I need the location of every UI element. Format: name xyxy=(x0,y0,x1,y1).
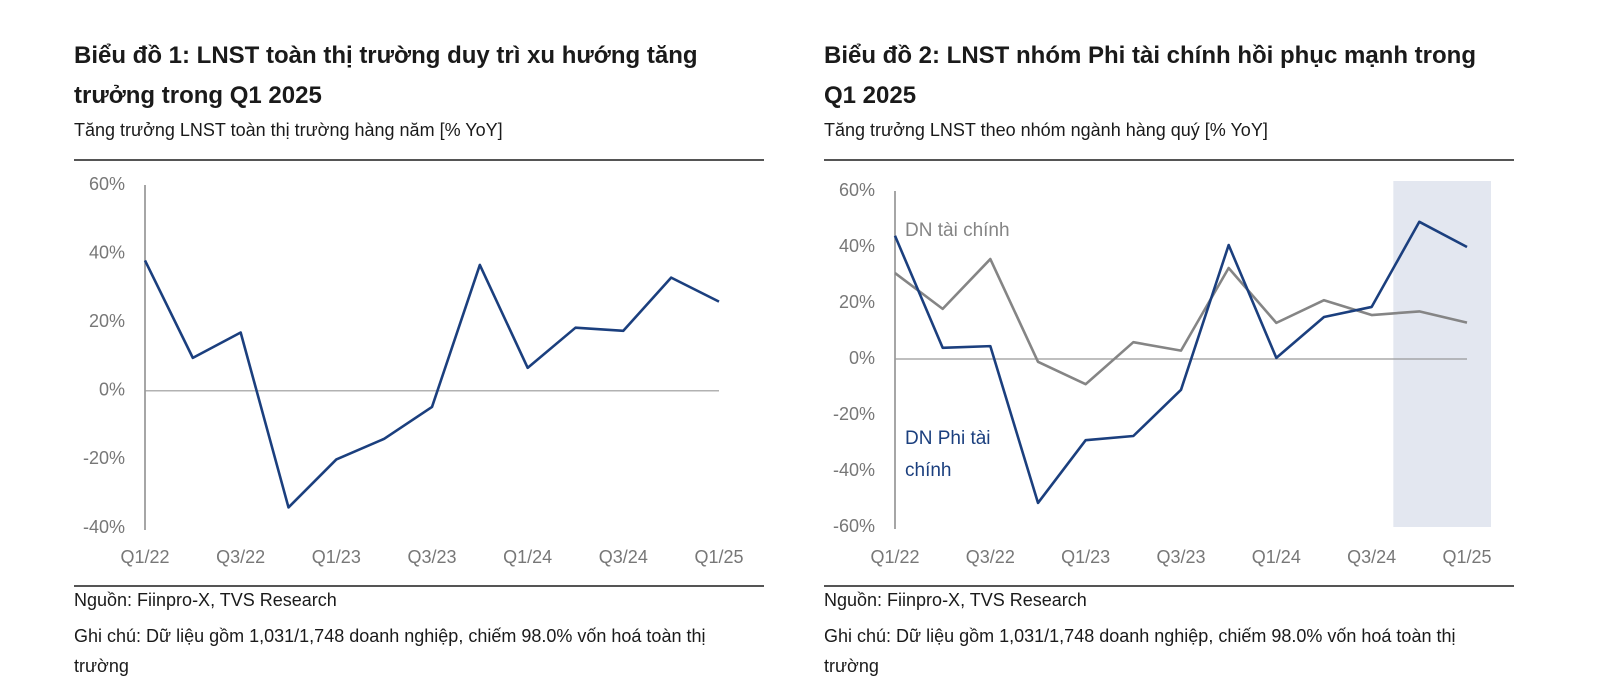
y-tick-label: 60% xyxy=(839,180,875,200)
chart-subtitle: Tăng trưởng LNST theo nhóm ngành hàng qu… xyxy=(824,120,1268,140)
y-tick-label: -20% xyxy=(833,404,875,424)
y-tick-label: 40% xyxy=(89,242,125,262)
rule xyxy=(824,159,1514,161)
note: Ghi chú: Dữ liệu gồm 1,031/1,748 doanh n… xyxy=(74,626,706,676)
series-line xyxy=(893,220,1468,505)
x-tick-label: Q1/22 xyxy=(120,547,169,567)
y-tick-label: -20% xyxy=(83,448,125,468)
chart-subtitle: Tăng trưởng LNST toàn thị trường hàng nă… xyxy=(74,120,503,140)
y-tick-label: -60% xyxy=(833,516,875,536)
x-tick-label: Q1/22 xyxy=(870,547,919,567)
y-tick-label: 0% xyxy=(849,348,875,368)
rule xyxy=(824,585,1514,587)
x-tick-label: Q3/23 xyxy=(1156,547,1205,567)
y-tick-label: 40% xyxy=(839,236,875,256)
y-tick-label: 60% xyxy=(89,174,125,194)
chart: -40% -20% 0% 20% 40% 60% Q1/22 Q3/22 Q1/23 Q3/23 Q… xyxy=(83,174,744,567)
rule xyxy=(74,159,764,161)
x-tick-label: Q1/25 xyxy=(694,547,743,567)
series-line xyxy=(143,259,720,509)
x-tick-label: Q1/24 xyxy=(503,547,552,567)
y-tick-label: 20% xyxy=(89,311,125,331)
y-tick-label: 20% xyxy=(839,292,875,312)
x-tick-label: Q1/25 xyxy=(1442,547,1491,567)
y-tick-label: -40% xyxy=(83,517,125,537)
x-tick-label: Q3/24 xyxy=(1347,547,1396,567)
x-tick-label: Q3/22 xyxy=(966,547,1015,567)
x-tick-label: Q3/23 xyxy=(407,547,456,567)
note: Ghi chú: Dữ liệu gồm 1,031/1,748 doanh n… xyxy=(824,626,1456,676)
x-tick-label: Q3/22 xyxy=(216,547,265,567)
chart-panel: Biểu đồ 1: LNST toàn thị trường duy trì … xyxy=(74,0,764,697)
x-tick-label: Q1/23 xyxy=(1061,547,1110,567)
series-label: DN tài chính xyxy=(905,220,1010,241)
y-tick-label: 0% xyxy=(99,380,125,400)
source: Nguồn: Fiinpro-X, TVS Research xyxy=(74,590,337,610)
x-tick-label: Q1/24 xyxy=(1252,547,1301,567)
series-line xyxy=(894,257,1468,386)
series-label: DN Phi tài chính xyxy=(905,428,991,481)
chart: -60% -40% -20% 0% 20% 40% 60% Q1/22 Q3/22 Q1/23 Q3… xyxy=(833,180,1492,567)
rule xyxy=(74,585,764,587)
chart-panel: Biểu đồ 2: LNST nhóm Phi tài chính hồi p… xyxy=(824,0,1514,697)
x-tick-label: Q1/23 xyxy=(312,547,361,567)
chart-title: Biểu đồ 2: LNST nhóm Phi tài chính hồi p… xyxy=(824,42,1476,109)
source: Nguồn: Fiinpro-X, TVS Research xyxy=(824,590,1087,610)
series-label-text: DN tài chính xyxy=(905,220,1010,241)
series-label-text: DN Phi tài chính xyxy=(905,428,991,481)
y-tick-label: -40% xyxy=(833,460,875,480)
x-tick-label: Q3/24 xyxy=(599,547,648,567)
chart-title: Biểu đồ 1: LNST toàn thị trường duy trì … xyxy=(74,42,698,109)
